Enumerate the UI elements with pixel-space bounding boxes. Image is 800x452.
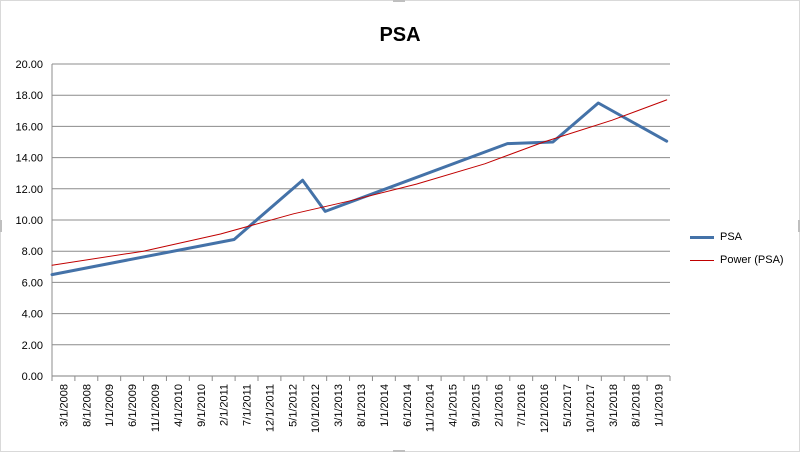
y-tick-label: 4.00 xyxy=(22,309,43,321)
y-tick-label: 2.00 xyxy=(22,340,43,352)
x-tick-label: 8/1/2013 xyxy=(356,384,368,427)
x-tick-label: 11/1/2014 xyxy=(425,384,437,432)
y-tick-label: 6.00 xyxy=(22,277,43,289)
x-tick-label: 10/1/2012 xyxy=(310,384,322,433)
x-tick-label: 6/1/2009 xyxy=(127,384,139,427)
resize-handle-bottom[interactable] xyxy=(393,450,405,452)
x-tick-label: 9/1/2010 xyxy=(196,384,208,427)
series-line-power-trend xyxy=(51,99,668,266)
x-tick-label: 12/1/2016 xyxy=(539,384,551,433)
x-tick-label: 7/1/2016 xyxy=(516,384,528,427)
x-tick-label: 3/1/2018 xyxy=(608,384,620,427)
legend: PSA Power (PSA) xyxy=(690,228,784,274)
legend-swatch-psa xyxy=(690,235,714,239)
legend-item-power: Power (PSA) xyxy=(690,251,784,269)
series-line-psa xyxy=(50,101,669,277)
y-tick-label: 12.00 xyxy=(15,184,43,196)
x-tick-label: 10/1/2017 xyxy=(585,384,597,433)
x-tick-label: 5/1/2017 xyxy=(562,384,574,427)
x-tick-label: 2/1/2016 xyxy=(493,384,505,427)
y-tick-label: 10.00 xyxy=(15,215,43,227)
x-tick-label: 1/1/2019 xyxy=(654,384,666,427)
x-tick-label: 12/1/2011 xyxy=(264,384,276,432)
x-tick-label: 3/1/2008 xyxy=(58,384,70,427)
x-tick-label: 7/1/2011 xyxy=(242,384,254,426)
y-tick-label: 14.00 xyxy=(15,153,43,165)
legend-label-power: Power (PSA) xyxy=(720,254,784,266)
x-tick-label: 8/1/2008 xyxy=(81,384,93,427)
x-tick-label: 5/1/2012 xyxy=(287,384,299,427)
x-tick-label: 3/1/2013 xyxy=(333,384,345,427)
resize-handle-right[interactable] xyxy=(798,220,800,232)
y-tick-label: 20.00 xyxy=(15,59,43,71)
x-tick-label: 2/1/2011 xyxy=(219,384,231,426)
x-tick-label: 1/1/2009 xyxy=(104,384,116,427)
resize-handle-left[interactable] xyxy=(0,220,2,232)
y-tick-label: 18.00 xyxy=(15,90,43,102)
legend-label-psa: PSA xyxy=(720,231,743,243)
legend-swatch-power xyxy=(690,259,714,261)
y-tick-label: 0.00 xyxy=(22,371,43,383)
x-tick-label: 4/1/2015 xyxy=(448,384,460,427)
resize-handle-top[interactable] xyxy=(393,0,405,2)
chart-title: PSA xyxy=(379,24,421,46)
y-tick-label: 8.00 xyxy=(22,246,43,258)
x-tick-label: 11/1/2009 xyxy=(150,384,162,432)
x-tick-label: 4/1/2010 xyxy=(173,384,185,427)
x-tick-label: 1/1/2014 xyxy=(379,384,391,427)
x-tick-label: 9/1/2015 xyxy=(470,384,482,427)
legend-item-psa: PSA xyxy=(690,228,784,246)
x-tick-label: 6/1/2014 xyxy=(402,384,414,427)
y-tick-label: 16.00 xyxy=(15,121,43,133)
x-tick-label: 8/1/2018 xyxy=(631,384,643,427)
